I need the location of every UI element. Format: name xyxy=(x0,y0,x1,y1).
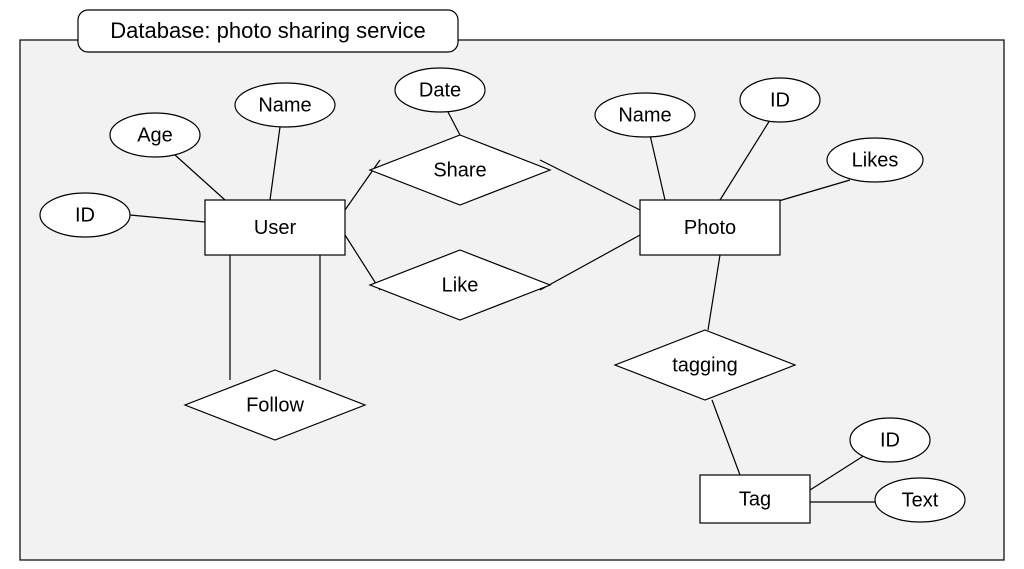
attribute-tag_text-label: Text xyxy=(902,489,939,511)
attribute-user_id-label: ID xyxy=(75,204,95,226)
entity-user-label: User xyxy=(254,217,297,239)
attribute-photo_id-label: ID xyxy=(770,89,790,111)
relationship-share-label: Share xyxy=(433,159,486,181)
diagram-title: Database: photo sharing service xyxy=(110,18,426,43)
relationship-follow-label: Follow xyxy=(246,394,304,416)
attribute-share_date-label: Date xyxy=(419,79,461,101)
er-diagram-canvas: User Photo Tag Share Like Follow tagging ID Age N… xyxy=(0,0,1024,569)
attribute-photo_name-label: Name xyxy=(618,104,671,126)
entity-photo-label: Photo xyxy=(684,217,736,239)
relationship-tagging-label: tagging xyxy=(672,354,738,376)
attribute-tag_id-label: ID xyxy=(880,429,900,451)
relationship-like-label: Like xyxy=(442,274,479,296)
attribute-user_name-label: Name xyxy=(258,94,311,116)
entity-tag-label: Tag xyxy=(739,488,771,510)
attribute-user_age-label: Age xyxy=(137,124,173,146)
attribute-photo_likes-label: Likes xyxy=(852,149,899,171)
